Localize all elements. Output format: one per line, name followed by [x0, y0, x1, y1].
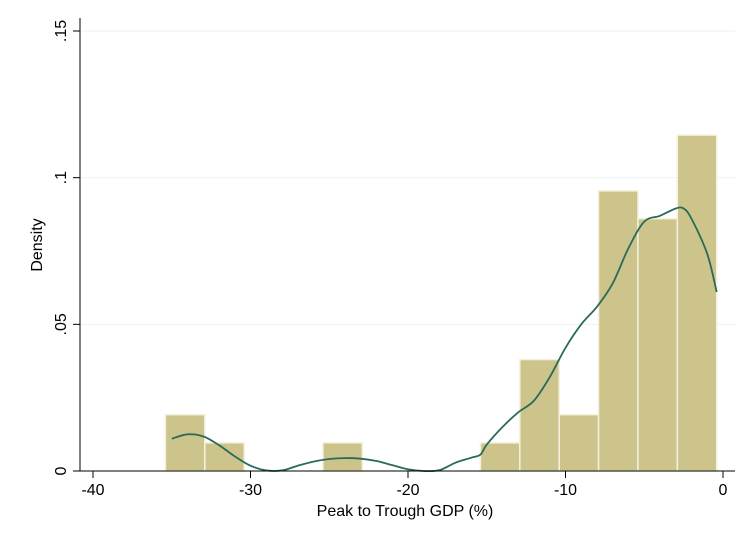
histogram-bar — [479, 442, 521, 472]
y-tick-label: .1 — [53, 171, 70, 184]
x-tick-label: -30 — [239, 482, 262, 499]
y-ticks: 0 .05 .1 .15 — [53, 20, 80, 475]
histogram-bar — [164, 413, 206, 472]
histogram-bar — [322, 442, 364, 472]
x-axis-title: Peak to Trough GDP (%) — [317, 503, 494, 520]
histogram-bars — [164, 134, 718, 472]
x-tick-label: 0 — [719, 482, 728, 499]
x-tick-label: -20 — [396, 482, 419, 499]
x-tick-label: -40 — [81, 482, 104, 499]
y-tick-label: .05 — [53, 313, 70, 335]
histogram-bar — [637, 217, 679, 472]
y-tick-label: 0 — [53, 466, 70, 475]
y-tick-label: .15 — [53, 20, 70, 42]
x-ticks: -40 -30 -20 -10 0 — [81, 471, 728, 499]
histogram-bar — [597, 190, 639, 472]
histogram-bar — [558, 413, 600, 472]
histogram-bar — [204, 442, 245, 472]
y-axis-title: Density — [29, 218, 46, 271]
x-tick-label: -10 — [554, 482, 577, 499]
histogram-bar — [519, 358, 560, 472]
histogram-bar — [676, 134, 718, 472]
